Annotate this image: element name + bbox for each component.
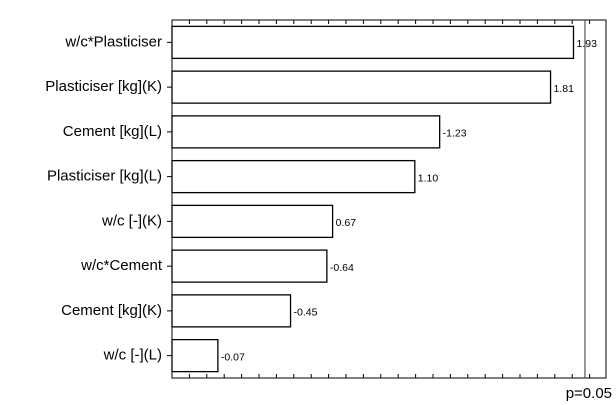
bar	[171, 204, 334, 239]
category-label: w/c*Cement	[80, 257, 163, 274]
value-label: 1.81	[554, 83, 575, 95]
category-label: Plasticiser [kg](K)	[45, 78, 162, 95]
category-label: w/c [-](L)	[103, 347, 162, 364]
category-label: Cement [kg](K)	[61, 302, 162, 319]
bar	[171, 25, 575, 60]
value-label: 1.10	[418, 172, 439, 184]
value-label: -0.07	[221, 351, 245, 363]
bar	[171, 294, 292, 328]
value-label: -1.23	[443, 128, 467, 140]
bar	[171, 159, 416, 194]
category-label: Plasticiser [kg](L)	[47, 168, 162, 185]
value-label: 0.67	[336, 217, 357, 229]
value-label: -0.64	[330, 262, 354, 274]
bar	[171, 338, 219, 373]
value-label: -0.45	[294, 307, 318, 319]
category-label: Cement [kg](L)	[63, 123, 162, 140]
category-label: w/c [-](K)	[101, 212, 162, 229]
bar	[171, 70, 552, 104]
bar	[171, 249, 328, 283]
reference-label: p=0.05	[566, 385, 612, 402]
plot-frame	[171, 19, 607, 379]
value-label: 1.93	[576, 38, 597, 50]
bar	[171, 115, 441, 149]
category-label: w/c*Plasticiser	[64, 33, 162, 50]
